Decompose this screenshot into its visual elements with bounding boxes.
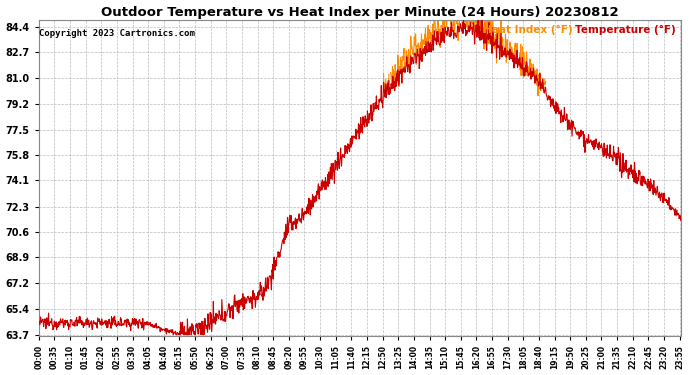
Temperature (°F) bbox=[545, 95, 553, 99]
Temperature (°F) bbox=[178, 327, 186, 332]
Temperature (°F) bbox=[602, 146, 610, 151]
Line: Heat Index (°F): Heat Index (°F) bbox=[382, 11, 546, 96]
Line: Temperature (°F): Temperature (°F) bbox=[39, 18, 682, 334]
Legend: Heat Index (°F), Temperature (°F): Heat Index (°F), Temperature (°F) bbox=[483, 25, 676, 35]
Temperature (°F) bbox=[473, 16, 482, 21]
Temperature (°F) bbox=[34, 321, 43, 326]
Temperature (°F) bbox=[250, 297, 258, 302]
Temperature (°F) bbox=[461, 27, 469, 31]
Heat Index (°F) bbox=[460, 9, 469, 13]
Temperature (°F) bbox=[678, 213, 686, 217]
Temperature (°F) bbox=[162, 329, 170, 334]
Temperature (°F) bbox=[172, 332, 180, 337]
Title: Outdoor Temperature vs Heat Index per Minute (24 Hours) 20230812: Outdoor Temperature vs Heat Index per Mi… bbox=[101, 6, 619, 18]
Text: Copyright 2023 Cartronics.com: Copyright 2023 Cartronics.com bbox=[39, 29, 195, 38]
